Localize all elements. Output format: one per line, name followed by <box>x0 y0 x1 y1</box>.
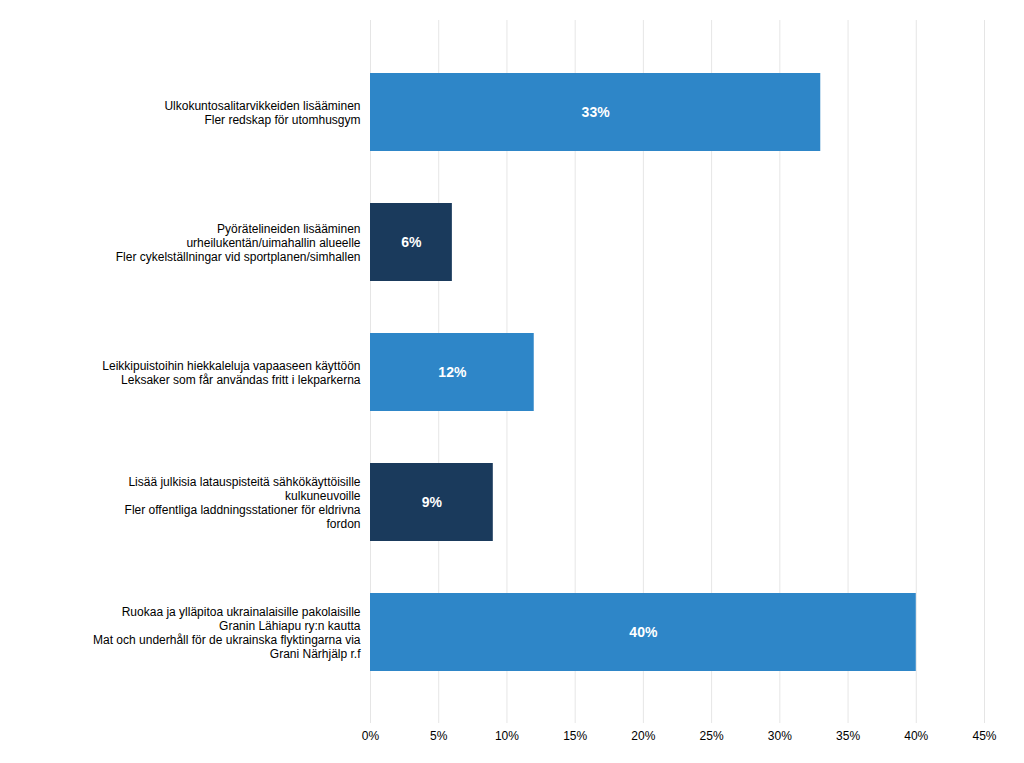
svg-text:Leikkipuistoihin hiekkaleluja: Leikkipuistoihin hiekkaleluja vapaaseen … <box>102 359 360 387</box>
svg-text:25%: 25% <box>700 729 724 743</box>
svg-text:35%: 35% <box>836 729 860 743</box>
svg-text:45%: 45% <box>972 729 996 743</box>
svg-text:6%: 6% <box>401 234 422 250</box>
svg-text:10%: 10% <box>495 729 519 743</box>
svg-text:5%: 5% <box>430 729 448 743</box>
svg-text:Ulkokuntosalitarvikkeiden lisä: Ulkokuntosalitarvikkeiden lisääminenFler… <box>164 99 360 127</box>
svg-text:40%: 40% <box>629 624 658 640</box>
svg-text:30%: 30% <box>768 729 792 743</box>
svg-text:12%: 12% <box>438 364 467 380</box>
svg-text:9%: 9% <box>422 494 443 510</box>
svg-text:20%: 20% <box>631 729 655 743</box>
svg-text:Ruokaa ja ylläpitoa ukrainalai: Ruokaa ja ylläpitoa ukrainalaisille pako… <box>93 605 361 660</box>
svg-text:0%: 0% <box>362 729 380 743</box>
svg-text:33%: 33% <box>582 104 611 120</box>
svg-text:15%: 15% <box>563 729 587 743</box>
svg-text:Pyörätelineiden lisääminenurhe: Pyörätelineiden lisääminenurheilukentän/… <box>116 222 361 264</box>
svg-text:40%: 40% <box>904 729 928 743</box>
svg-text:Lisää julkisia latauspisteitä: Lisää julkisia latauspisteitä sähkökäytt… <box>125 475 361 530</box>
